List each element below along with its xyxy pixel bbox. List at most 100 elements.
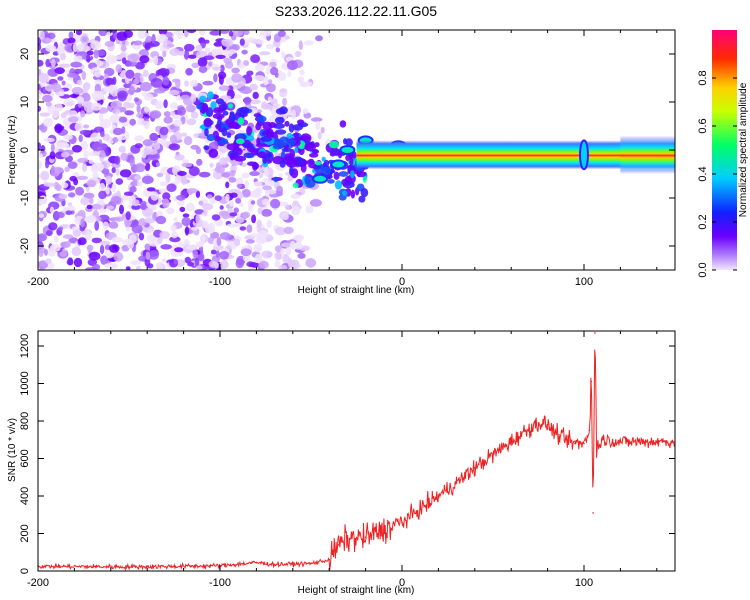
scintillation-blob [201,102,209,113]
noise-blob [153,88,166,94]
noise-blob [207,222,216,233]
noise-blob [62,234,73,240]
noise-blob [143,120,151,129]
noise-blob [190,111,199,119]
noise-blob [82,82,91,91]
noise-blob [119,204,124,215]
scintillation-blob [260,136,273,142]
noise-blob [284,204,291,210]
noise-blob [61,80,66,86]
noise-blob [274,226,287,236]
noise-blob [141,92,148,97]
noise-blob [169,236,181,243]
noise-blob [38,250,44,257]
colorbar-label: Normalized spectral amplitude [738,82,749,217]
snr-point [555,433,558,435]
noise-blob [291,109,296,120]
noise-blob [305,205,314,214]
noise-blob [53,181,60,190]
scintillation-blob [312,149,319,155]
noise-blob [188,166,200,177]
scintillation-hotspot [312,173,329,184]
noise-blob [38,160,43,170]
scintillation-blob [214,135,221,142]
noise-blob [201,233,206,243]
scintillation-blob [333,171,340,180]
scintillation-blob [265,128,274,138]
noise-blob [278,71,287,81]
noise-blob [190,226,198,231]
noise-blob [247,37,257,43]
noise-blob [175,78,181,89]
noise-blob [280,242,293,248]
noise-blob [94,221,100,231]
scintillation-blob [321,156,326,162]
noise-blob [185,202,195,212]
snr-y-tick-label: 1200 [19,334,31,358]
scintillation-blob [229,153,236,161]
noise-blob [232,30,244,37]
colorbar-gradient [712,30,737,270]
scintillation-blob [203,145,210,151]
noise-blob [239,226,247,231]
noise-blob [166,207,175,215]
noise-blob [173,127,180,132]
noise-blob [218,85,230,91]
noise-blob [198,65,208,74]
noise-blob [241,49,248,55]
noise-blob [148,249,160,260]
noise-blob [169,48,180,56]
noise-blob [198,200,204,206]
noise-blob [120,45,127,52]
noise-blob [183,43,195,52]
noise-blob [283,112,288,121]
noise-blob [230,192,238,198]
noise-blob [171,231,178,239]
scintillation-blob [279,159,286,168]
noise-blob [256,256,263,262]
snr-point [656,440,658,443]
noise-blob [219,64,225,73]
noise-blob [127,239,134,250]
noise-blob [159,126,169,136]
scintillation-blob [273,176,279,183]
scintillation-blob [297,122,309,128]
noise-blob [228,49,237,54]
noise-blob [120,152,128,161]
noise-blob [158,188,168,194]
snr-point [565,439,567,441]
noise-blob [162,198,170,209]
noise-blob [137,30,146,39]
snr-y-label: SNR (10 * v/v) [7,418,18,482]
noise-blob [135,61,145,70]
noise-blob [149,132,159,142]
noise-blob [134,163,146,173]
noise-blob [294,50,302,58]
noise-blob [144,218,155,224]
carrier-spike [579,139,589,171]
noise-blob [187,261,195,267]
noise-blob [80,140,89,151]
noise-blob [99,112,104,122]
noise-blob [129,157,135,167]
noise-blob [78,134,83,143]
noise-blob [253,75,265,81]
scintillation-hotspot [339,145,356,155]
noise-blob [51,109,60,119]
scintillation-blob [226,143,239,151]
snr-y-tick-label: 200 [19,524,31,542]
noise-blob [166,183,177,192]
noise-blob [251,214,257,224]
noise-blob [177,32,184,39]
snr-point [510,440,512,443]
noise-blob [83,149,89,160]
noise-blob [60,151,70,158]
noise-blob [181,216,191,227]
noise-blob [80,35,89,44]
noise-blob [147,148,158,155]
snr-point [310,562,312,565]
noise-blob [195,214,200,224]
noise-blob [149,110,162,119]
noise-blob [112,137,119,143]
noise-blob [208,61,213,67]
